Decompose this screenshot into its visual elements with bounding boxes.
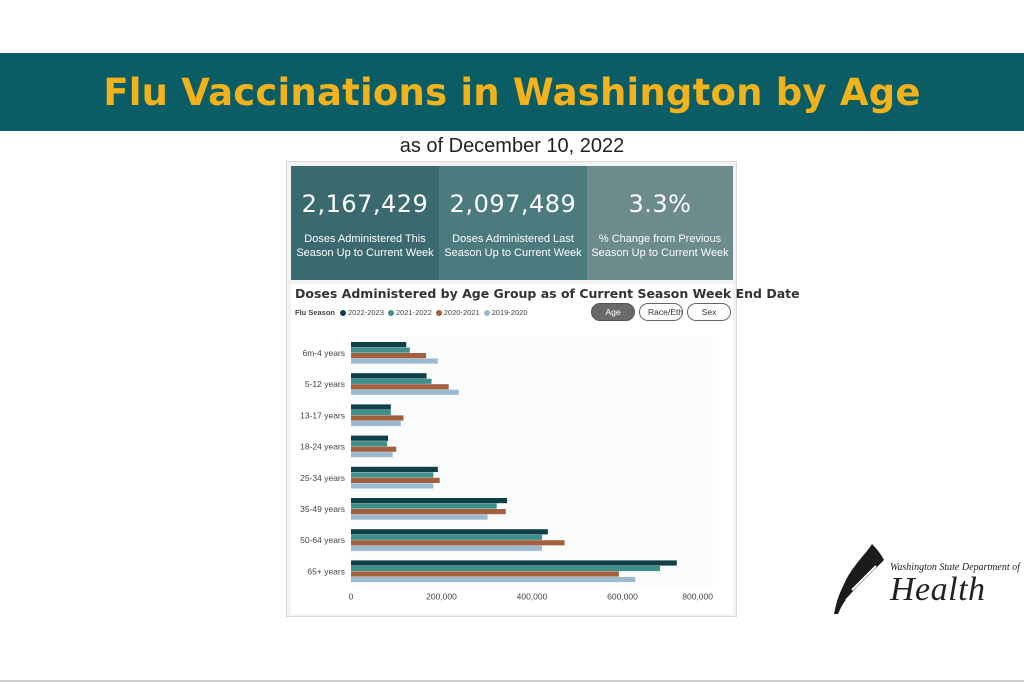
chart-title: Doses Administered by Age Group as of Cu…: [295, 286, 800, 301]
category-label: 35-49 years: [300, 504, 345, 514]
category-label: 25-34 years: [300, 473, 345, 483]
legend-item[interactable]: 2020-2021: [435, 308, 480, 317]
kpi-percent-change: 3.3% % Change from Previous Season Up to…: [587, 166, 733, 280]
kpi-value: 2,167,429: [301, 190, 429, 218]
bar-2020-2021-25-34 years[interactable]: [351, 477, 440, 483]
bar-2019-2020-13-17 years[interactable]: [351, 420, 401, 427]
bar-2019-2020-35-49 years[interactable]: [351, 514, 488, 520]
kpi-label-line2: Season Up to Current Week: [591, 247, 729, 259]
category-label: 13-17 years: [300, 410, 345, 420]
kpi-label-line2: Season Up to Current Week: [296, 247, 434, 259]
bar-2020-2021-18-24 years[interactable]: [351, 446, 397, 452]
bar-2019-2020-50-64 years[interactable]: [351, 545, 542, 551]
bar-2022-2023-35-49 years[interactable]: [351, 498, 508, 504]
legend-dot: [435, 309, 442, 316]
feather-logo-icon: [834, 544, 884, 614]
x-tick-label: 800,000: [682, 592, 713, 602]
x-tick-label: 0: [349, 592, 354, 602]
legend-item[interactable]: 2019-2020: [483, 308, 528, 317]
bar-2022-2023-50-64 years[interactable]: [351, 529, 548, 535]
title-banner: Flu Vaccinations in Washington by Age: [0, 53, 1024, 131]
kpi-label-line1: Doses Administered This: [304, 233, 426, 245]
kpi-label-line1: Doses Administered Last: [452, 233, 574, 245]
legend-title: Flu Season: [295, 308, 336, 317]
x-tick-label: 600,000: [607, 592, 638, 602]
bar-2022-2023-65+ years[interactable]: [351, 560, 677, 566]
bar-2021-2022-50-64 years[interactable]: [351, 534, 542, 540]
bar-2022-2023-13-17 years[interactable]: [351, 404, 391, 410]
bar-2021-2022-35-49 years[interactable]: [351, 503, 497, 509]
dashboard-panel: 2,167,429 Doses Administered This Season…: [286, 161, 800, 617]
bar-2021-2022-5-12 years[interactable]: [351, 378, 432, 384]
bar-2019-2020-65+ years[interactable]: [351, 576, 636, 583]
category-label: 50-64 years: [300, 535, 345, 545]
logo-department: Washington State Department of: [890, 562, 1020, 573]
category-label: 5-12 years: [305, 379, 345, 389]
breakdown-toggle-group: Age Race/Eth Sex: [591, 303, 731, 321]
bar-2020-2021-65+ years[interactable]: [351, 571, 619, 577]
bar-2022-2023-6m-4 years[interactable]: [351, 342, 407, 348]
kpi-label-line2: Season Up to Current Week: [444, 247, 582, 259]
bar-chart: 6m-4 years 5-12 years 13-17 years 18-24 yea…: [300, 336, 713, 602]
x-tick-label: 400,000: [517, 592, 548, 602]
bar-2022-2023-5-12 years[interactable]: [351, 373, 427, 379]
divider: [0, 680, 1024, 682]
bar-2021-2022-25-34 years[interactable]: [351, 472, 434, 478]
bar-2022-2023-18-24 years[interactable]: [351, 435, 389, 441]
page-title: Flu Vaccinations in Washington by Age: [103, 70, 921, 114]
bar-2021-2022-18-24 years[interactable]: [351, 441, 388, 447]
bar-2020-2021-6m-4 years[interactable]: [351, 353, 427, 359]
page-subtitle: as of December 10, 2022: [399, 135, 625, 157]
kpi-label: % Change from Previous Season Up to Curr…: [587, 232, 733, 260]
bar-2019-2020-6m-4 years[interactable]: [351, 358, 438, 364]
bar-2021-2022-65+ years[interactable]: [351, 565, 661, 572]
kpi-label-line1: % Change from Previous: [598, 233, 722, 245]
legend-label: 2021-2022: [395, 308, 432, 317]
bar-2020-2021-5-12 years[interactable]: [351, 384, 449, 390]
bar-2020-2021-35-49 years[interactable]: [351, 509, 506, 515]
kpi-last-season: 2,097,489 Doses Administered Last Season…: [439, 166, 587, 280]
bar-2020-2021-13-17 years[interactable]: [351, 415, 404, 421]
legend-label: 2020-2021: [443, 308, 480, 317]
category-label: 65+ years: [307, 566, 345, 576]
logo-name: Health: [890, 571, 986, 608]
legend-dot: [387, 309, 394, 316]
bar-2020-2021-50-64 years[interactable]: [351, 540, 565, 546]
legend-label: 2019-2020: [491, 308, 528, 317]
legend-item[interactable]: 2021-2022: [387, 308, 432, 317]
category-label: 6m-4 years: [302, 348, 345, 358]
legend-label: 2022-2023: [348, 308, 384, 317]
chart-container: Doses Administered by Age Group as of Cu…: [291, 284, 800, 614]
x-tick-label: 200,000: [426, 592, 457, 602]
kpi-label: Doses Administered Last Season Up to Cur…: [439, 232, 587, 260]
sex-toggle-button[interactable]: Sex: [687, 303, 731, 321]
bar-2021-2022-13-17 years[interactable]: [351, 409, 391, 416]
kpi-value: 2,097,489: [449, 190, 577, 218]
doh-logo: Washington State Department of Health: [832, 540, 1020, 620]
bar-2019-2020-5-12 years[interactable]: [351, 389, 459, 395]
legend-dot: [340, 309, 347, 316]
category-label: 18-24 years: [300, 442, 345, 452]
bar-2019-2020-18-24 years[interactable]: [351, 452, 393, 458]
legend-item[interactable]: 2022-2023: [340, 308, 384, 317]
bar-2022-2023-25-34 years[interactable]: [351, 466, 438, 472]
kpi-this-season: 2,167,429 Doses Administered This Season…: [291, 166, 439, 280]
chart-legend: Flu Season 2022-2023 2021-2022 2020-2021…: [295, 308, 532, 317]
legend-dot: [483, 309, 490, 316]
bar-2019-2020-25-34 years[interactable]: [351, 483, 434, 489]
age-toggle-button[interactable]: Age: [591, 303, 635, 321]
kpi-label: Doses Administered This Season Up to Cur…: [291, 232, 439, 260]
bar-2021-2022-6m-4 years[interactable]: [351, 347, 410, 353]
kpi-value: 3.3%: [628, 190, 692, 218]
race-eth-toggle-button[interactable]: Race/Eth: [639, 303, 683, 321]
